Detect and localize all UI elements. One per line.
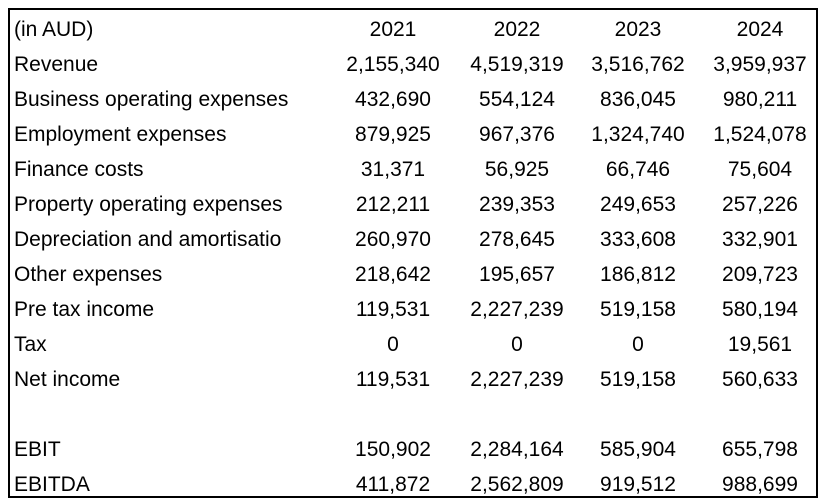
cell-value: 585,904 bbox=[600, 438, 676, 461]
cell-value: 278,645 bbox=[479, 228, 555, 251]
table-row-ebitda: EBITDA 411,872 2,562,809 919,512 988,699 bbox=[10, 467, 816, 502]
cell-value: 119,531 bbox=[355, 368, 431, 391]
row-label: Property operating expenses bbox=[14, 193, 283, 216]
row-label: Net income bbox=[14, 368, 121, 391]
cell-value: 879,925 bbox=[355, 123, 431, 146]
cell-value: 1,324,740 bbox=[591, 123, 685, 146]
cell-value: 560,633 bbox=[722, 368, 798, 391]
cell-value: 260,970 bbox=[355, 228, 431, 251]
cell-value: 150,902 bbox=[355, 438, 431, 461]
year-header: 2021 bbox=[369, 18, 417, 41]
financial-table: (in AUD) 2021 2022 2023 2024 Revenue 2,1… bbox=[8, 8, 818, 498]
table-row-tax: Tax 0 0 0 19,561 bbox=[10, 327, 816, 362]
cell-value: 186,812 bbox=[600, 263, 676, 286]
table-row-revenue: Revenue 2,155,340 4,519,319 3,516,762 3,… bbox=[10, 47, 816, 82]
cell-value: 332,901 bbox=[722, 228, 798, 251]
cell-value: 967,376 bbox=[479, 123, 555, 146]
cell-value: 4,519,319 bbox=[470, 53, 564, 76]
cell-value: 432,690 bbox=[355, 88, 431, 111]
year-header: 2022 bbox=[493, 18, 541, 41]
cell-value: 212,211 bbox=[355, 193, 431, 216]
cell-value: 19,561 bbox=[727, 333, 793, 356]
header-row: (in AUD) 2021 2022 2023 2024 bbox=[10, 12, 816, 47]
cell-value: 519,158 bbox=[600, 298, 676, 321]
cell-value: 411,872 bbox=[355, 473, 431, 496]
cell-value: 2,227,239 bbox=[470, 368, 564, 391]
cell-value: 1,524,078 bbox=[713, 123, 807, 146]
year-header: 2023 bbox=[614, 18, 662, 41]
cell-value: 31,371 bbox=[360, 158, 426, 181]
row-label: EBITDA bbox=[14, 473, 90, 496]
table-row-finance-costs: Finance costs 31,371 56,925 66,746 75,60… bbox=[10, 152, 816, 187]
cell-value: 119,531 bbox=[355, 298, 431, 321]
cell-value: 580,194 bbox=[722, 298, 798, 321]
row-label: Employment expenses bbox=[14, 123, 227, 146]
cell-value: 239,353 bbox=[479, 193, 555, 216]
cell-value: 209,723 bbox=[722, 263, 798, 286]
cell-value: 66,746 bbox=[605, 158, 671, 181]
table-row-net-income: Net income 119,531 2,227,239 519,158 560… bbox=[10, 362, 816, 397]
row-label: EBIT bbox=[14, 438, 61, 461]
table-row-pre-tax-income: Pre tax income 119,531 2,227,239 519,158… bbox=[10, 292, 816, 327]
cell-value: 0 bbox=[511, 333, 523, 356]
cell-value: 919,512 bbox=[600, 473, 676, 496]
row-label: Business operating expenses bbox=[14, 88, 289, 111]
cell-value: 257,226 bbox=[722, 193, 798, 216]
table-row-business-operating-expenses: Business operating expenses 432,690 554,… bbox=[10, 82, 816, 117]
row-label: Finance costs bbox=[14, 158, 144, 181]
cell-value: 249,653 bbox=[600, 193, 676, 216]
cell-value: 554,124 bbox=[479, 88, 555, 111]
cell-value: 655,798 bbox=[722, 438, 798, 461]
cell-value: 2,227,239 bbox=[470, 298, 564, 321]
cell-value: 218,642 bbox=[355, 263, 431, 286]
unit-label: (in AUD) bbox=[14, 18, 94, 41]
row-label: Revenue bbox=[14, 53, 99, 76]
cell-value: 3,516,762 bbox=[591, 53, 685, 76]
cell-value: 2,155,340 bbox=[346, 53, 440, 76]
table-row-property-operating-expenses: Property operating expenses 212,211 239,… bbox=[10, 187, 816, 222]
cell-value: 333,608 bbox=[600, 228, 676, 251]
cell-value: 2,284,164 bbox=[470, 438, 564, 461]
cell-value: 988,699 bbox=[722, 473, 798, 496]
row-label: Depreciation and amortisatio bbox=[14, 228, 282, 251]
cell-value: 0 bbox=[632, 333, 644, 356]
table-row-employment-expenses: Employment expenses 879,925 967,376 1,32… bbox=[10, 117, 816, 152]
cell-value: 836,045 bbox=[600, 88, 676, 111]
cell-value: 75,604 bbox=[727, 158, 793, 181]
cell-value: 3,959,937 bbox=[713, 53, 807, 76]
table-row-depreciation-and-amortisation: Depreciation and amortisatio 260,970 278… bbox=[10, 222, 816, 257]
year-header: 2024 bbox=[736, 18, 784, 41]
table-row-ebit: EBIT 150,902 2,284,164 585,904 655,798 bbox=[10, 432, 816, 467]
cell-value: 56,925 bbox=[484, 158, 550, 181]
table-row-other-expenses: Other expenses 218,642 195,657 186,812 2… bbox=[10, 257, 816, 292]
row-label: Tax bbox=[14, 333, 47, 356]
row-label: Pre tax income bbox=[14, 298, 155, 321]
cell-value: 519,158 bbox=[600, 368, 676, 391]
cell-value: 0 bbox=[387, 333, 399, 356]
cell-value: 2,562,809 bbox=[470, 473, 564, 496]
cell-value: 195,657 bbox=[479, 263, 555, 286]
cell-value: 980,211 bbox=[722, 88, 798, 111]
row-label: Other expenses bbox=[14, 263, 163, 286]
